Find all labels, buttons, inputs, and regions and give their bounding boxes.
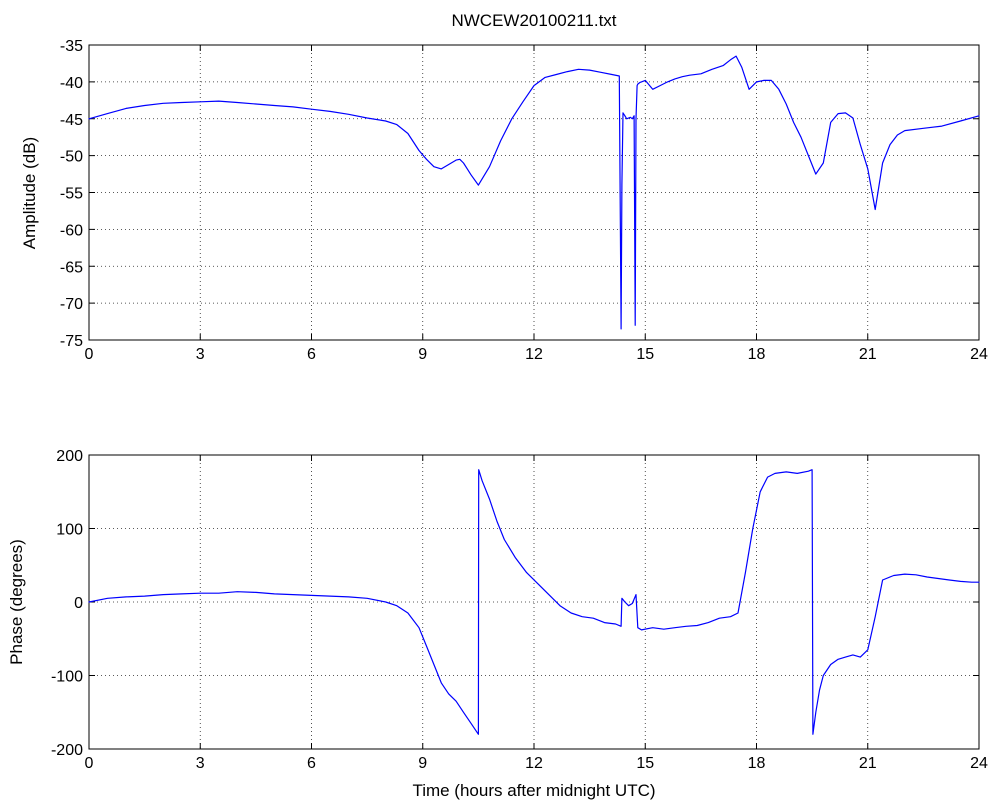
amplitude-y-tick-label: -75 [60, 333, 83, 350]
phase-x-tick-label: 3 [196, 755, 205, 772]
phase-series [88, 469, 980, 735]
amplitude-x-tick-label: 9 [418, 346, 427, 363]
amplitude-x-tick-label: 18 [748, 346, 766, 363]
phase-y-tick-label: 0 [74, 595, 83, 612]
phase-y-tick-label: -200 [51, 742, 83, 759]
phase-y-axis-label: Phase (degrees) [7, 539, 26, 665]
amplitude-x-tick-label: 3 [196, 346, 205, 363]
phase-x-tick-label: 12 [525, 755, 543, 772]
phase-grid [89, 455, 979, 749]
phase-plot: 0 3 6 9 12 15 18 21 24 -200 -100 0 100 200 Phase (deg… [7, 448, 988, 772]
phase-x-tick-label: 15 [636, 755, 654, 772]
phase-y-tick-label: -100 [51, 669, 83, 686]
phase-x-tick-label: 0 [85, 755, 94, 772]
amplitude-ticks: 0 3 6 9 12 15 18 21 24 -75 -70 -65 -60 -55 -50 -45 -40 -3… [60, 38, 988, 363]
phase-x-tick-label: 18 [748, 755, 766, 772]
phase-y-tick-label: 200 [56, 448, 83, 465]
phase-y-tick-label: 100 [56, 522, 83, 539]
phase-ticks: 0 3 6 9 12 15 18 21 24 -200 -100 0 100 200 [51, 448, 988, 772]
amplitude-plot: 0 3 6 9 12 15 18 21 24 -75 -70 -65 -60 -55 -50 -45 -40 -3… [20, 38, 988, 363]
amplitude-y-tick-label: -45 [60, 112, 83, 129]
phase-x-tick-label: 9 [418, 755, 427, 772]
phase-x-tick-label: 6 [307, 755, 316, 772]
amplitude-x-tick-label: 12 [525, 346, 543, 363]
amplitude-x-tick-label: 6 [307, 346, 316, 363]
phase-x-tick-label: 24 [970, 755, 988, 772]
amplitude-y-tick-label: -50 [60, 149, 83, 166]
amplitude-series-line [88, 55, 980, 330]
amplitude-grid [89, 45, 979, 340]
phase-series-line [88, 469, 980, 735]
amplitude-x-tick-label: 0 [85, 346, 94, 363]
amplitude-y-tick-label: -55 [60, 186, 83, 203]
amplitude-series [88, 55, 980, 330]
amplitude-y-tick-label: -35 [60, 38, 83, 55]
amplitude-y-tick-label: -70 [60, 296, 83, 313]
amplitude-x-tick-label: 21 [859, 346, 877, 363]
amplitude-y-tick-label: -65 [60, 259, 83, 276]
chart-title: NWCEW20100211.txt [451, 11, 616, 30]
amplitude-x-tick-label: 24 [970, 346, 988, 363]
amplitude-y-axis-label: Amplitude (dB) [20, 137, 39, 249]
phase-x-tick-label: 21 [859, 755, 877, 772]
x-axis-label: Time (hours after midnight UTC) [412, 781, 655, 800]
amplitude-y-tick-label: -60 [60, 222, 83, 239]
amplitude-y-tick-label: -40 [60, 75, 83, 92]
amplitude-x-tick-label: 15 [636, 346, 654, 363]
